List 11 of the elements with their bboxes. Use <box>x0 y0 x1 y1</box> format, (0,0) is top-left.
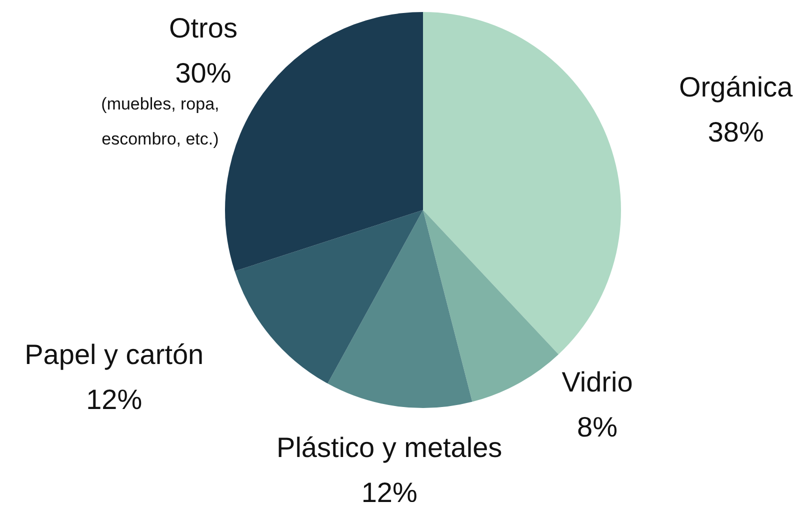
data-label: 38% <box>708 116 764 148</box>
data-label: 8% <box>577 412 618 443</box>
slice-label: Papel y cartón <box>24 339 204 370</box>
data-label: 12% <box>361 477 418 508</box>
data-label: 12% <box>86 384 142 416</box>
text: (muebles, ropa, escombro, etc.) <box>101 94 220 148</box>
slice-label: Vidrio <box>562 366 633 398</box>
slice-label: Plástico y metales <box>276 432 502 464</box>
slice-label: Orgánica <box>679 72 794 103</box>
slice-label: Otros <box>168 12 238 44</box>
data-label: 30% <box>175 57 232 88</box>
